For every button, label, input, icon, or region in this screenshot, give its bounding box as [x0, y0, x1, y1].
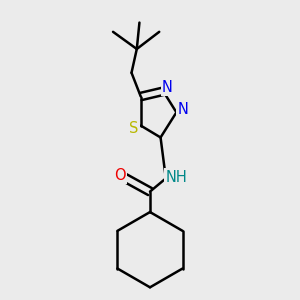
Text: NH: NH — [166, 169, 187, 184]
Text: S: S — [130, 121, 139, 136]
Text: O: O — [114, 168, 125, 183]
Text: N: N — [162, 80, 172, 95]
Text: N: N — [178, 102, 188, 117]
